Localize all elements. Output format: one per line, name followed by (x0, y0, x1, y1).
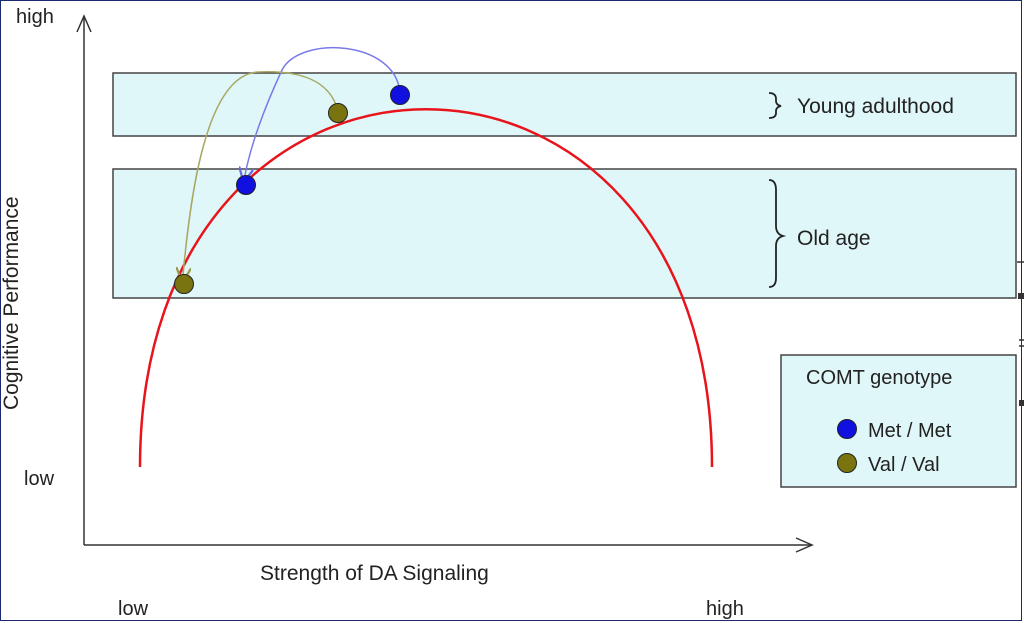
young-adulthood-brace (768, 92, 782, 119)
legend: COMT genotype Met / Met Val / Val (780, 354, 1017, 488)
legend-val-swatch (837, 453, 857, 473)
val-old-point (174, 274, 194, 294)
y-axis-high-label: high (16, 6, 54, 28)
met-decline-arrow (245, 46, 401, 175)
met-young-point (390, 85, 410, 105)
edge-tick-5 (1019, 400, 1024, 406)
val-decline-arrow (183, 71, 339, 275)
legend-val-label: Val / Val (868, 454, 940, 476)
old-age-band (112, 168, 1017, 299)
y-axis-title: Cognitive Performance (0, 196, 23, 410)
x-axis-high-label: high (706, 598, 744, 620)
legend-met-swatch (837, 419, 857, 439)
legend-met-label: Met / Met (868, 420, 952, 442)
young-adulthood-label: Young adulthood (797, 95, 954, 118)
y-axis-low-label: low (24, 468, 55, 490)
young-adulthood-band (112, 72, 1017, 137)
x-axis-arrowhead (795, 537, 814, 553)
edge-tick-2 (1018, 293, 1024, 299)
met-old-point (236, 175, 256, 195)
y-axis-arrowhead (76, 14, 92, 33)
old-age-brace (768, 179, 787, 288)
legend-box (780, 354, 1017, 488)
legend-title: COMT genotype (806, 367, 952, 389)
old-age-label: Old age (797, 227, 871, 250)
val-young-point (328, 103, 348, 123)
x-axis-title: Strength of DA Signaling (260, 562, 489, 585)
x-axis-low-label: low (118, 598, 149, 620)
